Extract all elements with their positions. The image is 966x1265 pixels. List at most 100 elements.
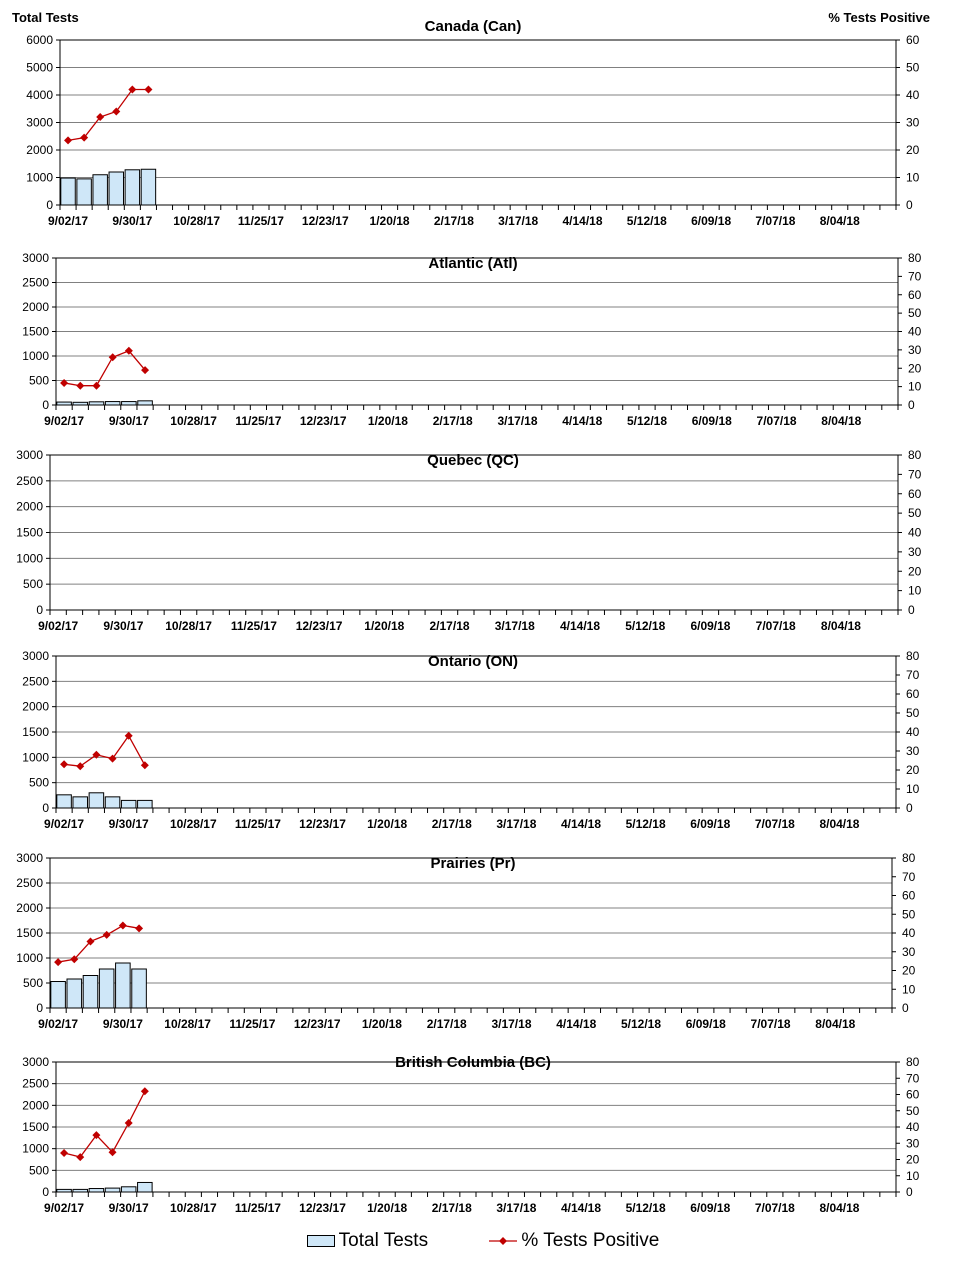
marker-percent-positive — [76, 1153, 85, 1162]
bar-total-tests — [115, 962, 131, 1009]
left-tick-label: 1000 — [26, 171, 53, 185]
left-tick-label: 5000 — [26, 61, 53, 75]
right-tick-label: 40 — [906, 1120, 920, 1134]
marker-percent-positive — [140, 761, 149, 770]
left-tick-label: 500 — [23, 577, 43, 591]
x-tick-label: 2/17/18 — [434, 214, 474, 228]
right-tick-label: 10 — [906, 171, 920, 185]
bar-total-tests — [121, 401, 137, 406]
legend-bars-label: Total Tests — [338, 1230, 429, 1251]
x-tick-label: 7/07/18 — [756, 619, 796, 633]
left-tick-label: 1000 — [22, 1142, 49, 1156]
marker-percent-positive — [124, 346, 133, 355]
chart-title: Canada (Can) — [425, 18, 522, 35]
marker-percent-positive — [108, 754, 117, 763]
x-tick-label: 12/23/17 — [294, 1017, 341, 1031]
legend-bar-swatch — [306, 1235, 335, 1247]
legend-line-swatch — [489, 1235, 518, 1247]
x-tick-label: 8/04/18 — [821, 414, 861, 428]
x-tick-label: 9/02/17 — [48, 214, 88, 228]
right-tick-label: 40 — [908, 526, 922, 540]
right-tick-label: 30 — [902, 945, 916, 959]
marker-percent-positive — [76, 762, 85, 771]
right-tick-label: 50 — [902, 907, 916, 921]
left-tick-label: 500 — [29, 374, 49, 388]
bar-total-tests — [88, 401, 105, 406]
right-tick-label: 0 — [906, 801, 913, 815]
x-tick-label: 7/07/18 — [751, 1017, 791, 1031]
right-tick-label: 40 — [902, 926, 916, 940]
x-tick-label: 1/20/18 — [370, 214, 410, 228]
right-tick-label: 20 — [902, 964, 916, 978]
right-tick-label: 10 — [908, 380, 922, 394]
x-tick-label: 6/09/18 — [690, 619, 730, 633]
right-tick-label: 40 — [908, 325, 922, 339]
bar-total-tests — [88, 1188, 105, 1193]
x-tick-label: 9/02/17 — [38, 1017, 78, 1031]
left-tick-label: 1500 — [22, 1120, 49, 1134]
marker-percent-positive — [60, 1149, 69, 1157]
left-tick-label: 6000 — [26, 33, 53, 47]
left-tick-label: 2500 — [16, 876, 43, 890]
marker-percent-positive — [124, 731, 133, 740]
left-tick-label: 1500 — [22, 725, 49, 739]
right-tick-label: 60 — [906, 1088, 920, 1102]
x-tick-label: 5/12/18 — [625, 619, 665, 633]
right-tick-label: 80 — [908, 251, 922, 265]
x-tick-label: 12/23/17 — [300, 414, 347, 428]
left-tick-label: 2500 — [22, 276, 49, 290]
x-tick-label: 12/23/17 — [299, 1201, 346, 1215]
right-tick-label: 0 — [902, 1001, 909, 1015]
right-tick-label: 50 — [906, 1104, 920, 1118]
bar-total-tests — [88, 792, 105, 809]
bar-total-tests — [56, 794, 72, 809]
x-tick-label: 3/17/18 — [498, 214, 538, 228]
marker-percent-positive — [108, 1148, 117, 1157]
right-tick-label: 20 — [906, 763, 920, 777]
bar-total-tests — [104, 1187, 121, 1193]
right-tick-label: 10 — [906, 1169, 920, 1183]
bar-total-tests — [60, 177, 76, 206]
right-tick-label: 70 — [906, 1071, 920, 1085]
right-tick-label: 80 — [906, 649, 920, 663]
left-tick-label: 1500 — [22, 325, 49, 339]
right-tick-label: 30 — [906, 1136, 920, 1150]
marker-percent-positive — [108, 353, 117, 362]
bar-total-tests — [120, 1186, 137, 1193]
right-tick-label: 10 — [902, 982, 916, 996]
marker-percent-positive — [60, 760, 69, 769]
x-tick-label: 5/12/18 — [627, 414, 667, 428]
x-tick-label: 8/04/18 — [819, 817, 859, 831]
chart-panel: 0 500 1000 1500 2000 2500 3000 0 10 20 30 40 50 60 70 8… — [22, 1054, 919, 1215]
x-tick-label: 6/09/18 — [686, 1017, 726, 1031]
x-tick-label: 10/28/17 — [170, 1201, 217, 1215]
x-tick-label: 9/02/17 — [38, 619, 78, 633]
bar-total-tests — [104, 796, 121, 809]
left-tick-label: 4000 — [26, 88, 53, 102]
right-tick-label: 30 — [906, 744, 920, 758]
left-tick-label: 0 — [42, 1185, 49, 1199]
x-tick-label: 2/17/18 — [433, 414, 473, 428]
chart-panel: 0 500 1000 1500 2000 2500 3000 0 10 20 30 40 50 60 70 8… — [16, 851, 915, 1031]
chart-title: British Columbia (BC) — [395, 1054, 551, 1071]
left-tick-label: 1500 — [16, 526, 43, 540]
right-tick-label: 70 — [902, 870, 916, 884]
x-tick-label: 3/17/18 — [491, 1017, 531, 1031]
bar-total-tests — [108, 171, 125, 206]
marker-percent-positive — [96, 113, 105, 121]
marker-percent-positive — [54, 958, 63, 967]
chart-title: Quebec (QC) — [427, 452, 519, 469]
bar-total-tests — [72, 401, 89, 406]
x-tick-label: 7/07/18 — [755, 817, 795, 831]
x-tick-label: 8/04/18 — [821, 619, 861, 633]
chart-title: Atlantic (Atl) — [428, 255, 517, 272]
right-tick-label: 30 — [906, 116, 920, 130]
x-tick-label: 9/30/17 — [103, 619, 143, 633]
right-tick-label: 50 — [906, 61, 920, 75]
x-tick-label: 3/17/18 — [495, 619, 535, 633]
x-tick-label: 9/02/17 — [44, 414, 84, 428]
x-tick-label: 12/23/17 — [299, 817, 346, 831]
x-tick-label: 11/25/17 — [235, 414, 281, 428]
x-tick-label: 3/17/18 — [496, 817, 536, 831]
right-tick-label: 40 — [906, 88, 920, 102]
